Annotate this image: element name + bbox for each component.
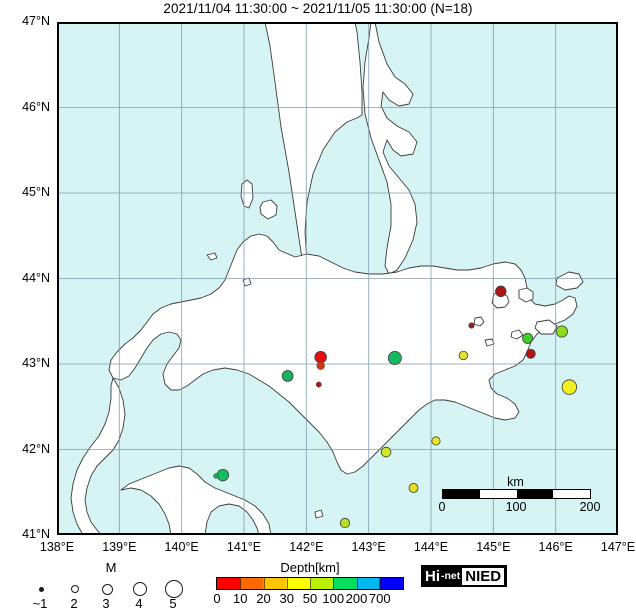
magnitude-legend: M ~1 2 3 4 5 bbox=[26, 560, 196, 611]
scalebar-tick-200: 200 bbox=[579, 500, 601, 514]
longitude-tick-label: 146°E bbox=[538, 540, 573, 554]
scalebar-unit-label: km bbox=[507, 475, 524, 489]
habomai-islet-2 bbox=[484, 338, 495, 347]
depth-tick-label: 30 bbox=[279, 591, 294, 606]
scalebar-tick-0: 0 bbox=[438, 500, 446, 514]
depth-tick-label: 200 bbox=[345, 591, 368, 606]
depth-tick-label: 10 bbox=[233, 591, 248, 606]
depth-colorbar-separator bbox=[263, 578, 265, 589]
epicenter-marker[interactable] bbox=[561, 379, 578, 395]
epicenter-marker[interactable] bbox=[431, 436, 441, 446]
depth-tick-label: 100 bbox=[322, 591, 345, 606]
longitude-tick-label: 143°E bbox=[351, 540, 386, 554]
logo-net-text: -net bbox=[441, 569, 461, 582]
epicenter-markers[interactable] bbox=[213, 285, 578, 529]
latitude-tick-label: 41°N bbox=[22, 527, 50, 541]
logo-hi-text: Hi bbox=[425, 567, 440, 585]
epicenter-marker[interactable] bbox=[522, 332, 534, 344]
habomai-island bbox=[534, 319, 558, 335]
habomai-islet bbox=[510, 329, 524, 340]
epicenter-marker[interactable] bbox=[555, 325, 568, 338]
depth-legend: Depth[km] 0 10 20 30 50 100 200 700 bbox=[213, 560, 404, 606]
magnitude-legend-label: ~1 bbox=[32, 596, 48, 611]
epicenter-marker[interactable] bbox=[213, 473, 219, 479]
depth-tick-label: 700 bbox=[368, 591, 391, 606]
depth-colorbar bbox=[216, 577, 404, 590]
depth-colorbar-separator bbox=[356, 578, 358, 589]
longitude-tick-label: 145°E bbox=[476, 540, 511, 554]
epicenter-marker[interactable] bbox=[495, 285, 507, 297]
depth-legend-title: Depth[km] bbox=[280, 560, 340, 575]
magnitude-legend-circle bbox=[165, 580, 183, 598]
latitude-tick-label: 42°N bbox=[22, 441, 50, 456]
islet-b bbox=[518, 287, 534, 303]
shikotan-island bbox=[555, 271, 584, 291]
map-canvas[interactable] bbox=[57, 22, 618, 535]
epicenter-marker[interactable] bbox=[468, 322, 475, 329]
hinet-nied-logo: Hi -net NIED bbox=[421, 565, 508, 587]
magnitude-legend-circle bbox=[38, 586, 44, 592]
longitude-tick-label: 140°E bbox=[164, 540, 199, 554]
epicenter-marker[interactable] bbox=[525, 348, 536, 359]
epicenter-marker[interactable] bbox=[408, 483, 419, 493]
scalebar bbox=[442, 489, 591, 499]
latitude-tick-label: 44°N bbox=[22, 270, 50, 285]
epicenter-marker[interactable] bbox=[339, 517, 351, 529]
magnitude-legend-circle bbox=[101, 583, 113, 595]
islet-c bbox=[473, 316, 485, 327]
epicenter-marker[interactable] bbox=[314, 350, 327, 364]
okushiri-islet bbox=[206, 252, 218, 261]
depth-tick-label: 0 bbox=[213, 591, 221, 606]
map-frame bbox=[57, 22, 618, 535]
depth-colorbar-separator bbox=[286, 578, 288, 589]
magnitude-legend-title: M bbox=[105, 560, 117, 575]
depth-colorbar-separator bbox=[240, 578, 242, 589]
magnitude-legend-circle bbox=[71, 585, 79, 593]
depth-tick-label: 20 bbox=[256, 591, 271, 606]
depth-colorbar-separator bbox=[379, 578, 381, 589]
longitude-tick-label: 147°E bbox=[600, 540, 636, 554]
landmasses bbox=[70, 22, 584, 535]
honshu-north-coast bbox=[120, 465, 272, 535]
epicenter-marker[interactable] bbox=[216, 468, 230, 482]
depth-colorbar-separator bbox=[310, 578, 311, 589]
epicenter-marker[interactable] bbox=[281, 370, 294, 382]
epicenter-marker[interactable] bbox=[315, 381, 322, 388]
magnitude-legend-label: 3 bbox=[102, 596, 110, 611]
longitude-tick-label: 139°E bbox=[102, 540, 137, 554]
magnitude-legend-label: 5 bbox=[169, 596, 177, 611]
map-svg bbox=[57, 22, 618, 535]
graticule bbox=[57, 22, 618, 535]
logo-nied-text: NIED bbox=[462, 567, 505, 585]
magnitude-legend-label: 2 bbox=[70, 596, 78, 611]
small-islet-2 bbox=[314, 509, 324, 519]
longitude-tick-label: 138°E bbox=[39, 540, 75, 554]
depth-colorbar-separator bbox=[333, 578, 335, 589]
epicenter-marker[interactable] bbox=[458, 350, 469, 361]
longitude-tick-label: 144°E bbox=[413, 540, 449, 554]
page-title: 2021/11/04 11:30:00 ~ 2021/11/05 11:30:0… bbox=[163, 1, 473, 16]
depth-tick-label: 50 bbox=[302, 591, 318, 606]
latitude-tick-label: 46°N bbox=[22, 99, 50, 114]
magnitude-legend-label: 4 bbox=[135, 596, 143, 611]
scalebar-tick-100: 100 bbox=[505, 500, 527, 514]
epicenter-marker[interactable] bbox=[380, 446, 392, 458]
latitude-tick-label: 43°N bbox=[22, 356, 50, 370]
longitude-tick-label: 141°E bbox=[226, 540, 262, 554]
latitude-tick-label: 47°N bbox=[22, 14, 50, 28]
magnitude-legend-circle bbox=[132, 581, 148, 597]
sakhalin-coast bbox=[264, 22, 363, 303]
rebun-island bbox=[259, 199, 278, 220]
kuril-islands-north bbox=[362, 22, 418, 275]
longitude-tick-label: 142°E bbox=[289, 540, 324, 554]
epicenter-marker[interactable] bbox=[387, 351, 402, 365]
epicenter-marker[interactable] bbox=[316, 361, 325, 370]
latitude-tick-label: 45°N bbox=[22, 185, 50, 199]
